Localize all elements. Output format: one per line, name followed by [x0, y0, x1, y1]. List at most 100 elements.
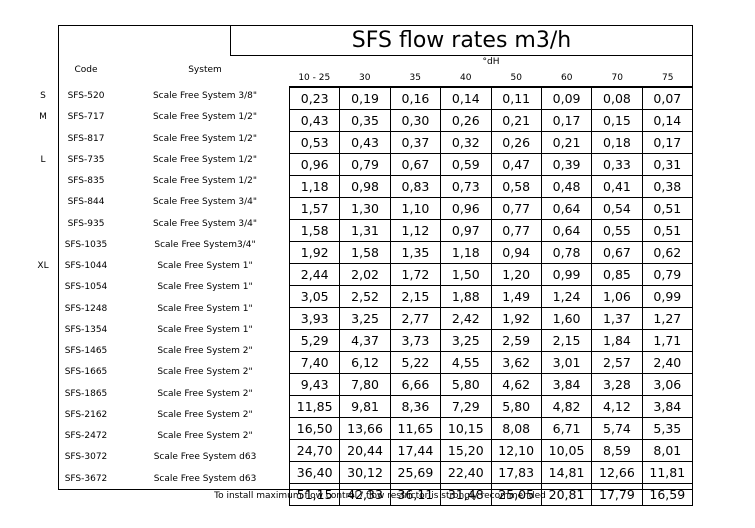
flow-rate-cell: 13,66 — [339, 417, 391, 440]
flow-rate-cell: 7,40 — [288, 351, 341, 374]
flow-rate-cell: 51,15 — [288, 483, 341, 506]
system-name: Scale Free System 2" — [157, 367, 253, 378]
flow-rate-cell: 1,50 — [440, 263, 492, 286]
flow-rate-cell: 0,37 — [389, 131, 442, 154]
flow-rate-cell: 8,08 — [490, 417, 542, 440]
flow-rate-cell: 1,92 — [288, 241, 341, 264]
system-name: Scale Free System d63 — [153, 452, 257, 463]
flow-rate-cell: 8,36 — [389, 395, 442, 418]
page-title: SFS flow rates m3/h — [230, 26, 692, 56]
flow-rate-cell: 2,42 — [440, 307, 492, 330]
product-code: SFS-1044 — [64, 261, 108, 272]
flow-rate-cell: 25,05 — [490, 483, 542, 506]
flow-rate-cell: 0,32 — [440, 131, 492, 154]
table-row: 1,57 1,30 1,10 0,96 0,77 0,64 0,54 0,51 — [288, 197, 694, 220]
table-row: 11,85 9,81 8,36 7,29 5,80 4,82 4,12 3,84 — [288, 395, 694, 418]
flow-rate-cell: 1,30 — [339, 197, 391, 220]
flow-rate-cell: 17,44 — [389, 439, 442, 462]
flow-rate-cell: 2,02 — [339, 263, 391, 286]
system-name: Scale Free System 1/2" — [152, 133, 258, 144]
flow-rate-cell: 5,35 — [641, 417, 694, 440]
flow-rate-cell: 20,44 — [339, 439, 391, 462]
flow-rate-cell: 1,12 — [389, 219, 442, 242]
flow-rate-cell: 0,73 — [440, 175, 492, 198]
system-name: Scale Free System 2" — [157, 388, 253, 399]
flow-rate-cell: 0,30 — [389, 109, 442, 132]
column-header: 75 — [662, 73, 674, 83]
flow-rate-cell: 12,66 — [591, 461, 643, 484]
flow-rate-cell: 0,98 — [339, 175, 391, 198]
column-header: 10 - 25 — [298, 73, 331, 83]
flow-rate-cell: 22,40 — [440, 461, 492, 484]
flow-rate-cell: 15,20 — [440, 439, 492, 462]
system-name: Scale Free System 1" — [157, 282, 253, 293]
flow-rate-cell: 0,07 — [641, 86, 694, 110]
flow-rate-cell: 8,01 — [641, 439, 694, 462]
table-row: 7,40 6,12 5,22 4,55 3,62 3,01 2,57 2,40 — [288, 351, 694, 374]
code-header: Code — [74, 65, 98, 75]
product-code: SFS-835 — [67, 176, 105, 187]
flow-rate-cell: 16,59 — [641, 483, 694, 506]
system-name: Scale Free System 2" — [157, 409, 253, 420]
flow-rate-cell: 0,21 — [490, 109, 542, 132]
size-label: S — [40, 91, 46, 101]
product-code: SFS-735 — [67, 154, 105, 165]
flow-rate-cell: 0,41 — [591, 175, 643, 198]
table-row: 1,58 1,31 1,12 0,97 0,77 0,64 0,55 0,51 — [288, 219, 694, 242]
system-name: Scale Free System d63 — [153, 473, 257, 484]
flow-rate-cell: 2,57 — [591, 351, 643, 374]
table-row: 0,23 0,19 0,16 0,14 0,11 0,09 0,08 0,07 — [288, 86, 694, 110]
flow-rate-cell: 0,33 — [591, 153, 643, 176]
flow-rate-cell: 0,26 — [440, 109, 492, 132]
flow-rate-cell: 0,08 — [591, 86, 643, 110]
size-label: XL — [37, 261, 49, 272]
flow-rate-table: 0,23 0,19 0,16 0,14 0,11 0,09 0,08 0,07 0,43 0,35… — [288, 86, 694, 506]
product-code: SFS-1354 — [64, 324, 108, 335]
flow-rate-cell: 1,58 — [288, 219, 341, 242]
flow-rate-cell: 0,99 — [540, 263, 593, 286]
flow-rate-cell: 9,81 — [339, 395, 391, 418]
flow-rate-cell: 30,12 — [339, 461, 391, 484]
flow-rate-cell: 3,28 — [591, 373, 643, 396]
flow-rate-cell: 0,59 — [440, 153, 492, 176]
flow-rate-cell: 1,18 — [288, 175, 341, 198]
flow-rate-cell: 0,83 — [389, 175, 442, 198]
flow-rate-cell: 0,51 — [641, 197, 694, 220]
flow-rate-cell: 0,15 — [591, 109, 643, 132]
size-label: M — [39, 112, 47, 123]
flow-rate-cell: 8,59 — [591, 439, 643, 462]
column-header: 30 — [359, 73, 371, 83]
product-code: SFS-3072 — [64, 452, 108, 463]
flow-rate-cell: 0,54 — [591, 197, 643, 220]
flow-rate-cell: 4,12 — [591, 395, 643, 418]
flow-rate-cell: 1,92 — [490, 307, 542, 330]
flow-rate-cell: 0,62 — [641, 241, 694, 264]
flow-rate-cell: 1,24 — [540, 285, 593, 308]
flow-rate-cell: 0,58 — [490, 175, 542, 198]
flow-rate-cell: 3,93 — [288, 307, 341, 330]
flow-rate-cell: 2,77 — [389, 307, 442, 330]
flow-rate-cell: 17,79 — [591, 483, 643, 506]
flow-rate-cell: 1,84 — [591, 329, 643, 352]
system-name: Scale Free System 3/4" — [152, 197, 258, 208]
table-row: 3,05 2,52 2,15 1,88 1,49 1,24 1,06 0,99 — [288, 285, 694, 308]
system-name: Scale Free System 1/2" — [152, 112, 258, 123]
flow-rate-cell: 7,80 — [339, 373, 391, 396]
flow-rate-cell: 0,78 — [540, 241, 593, 264]
flow-rate-cell: 5,80 — [440, 373, 492, 396]
flow-rate-cell: 1,60 — [540, 307, 593, 330]
flow-rate-cell: 2,15 — [540, 329, 593, 352]
flow-rate-cell: 4,37 — [339, 329, 391, 352]
flow-rate-cell: 0,43 — [339, 131, 391, 154]
flow-rate-cell: 0,11 — [490, 86, 542, 110]
footnote: To install maximum flow control / flow r… — [214, 491, 546, 501]
flow-rate-cell: 0,18 — [591, 131, 643, 154]
flow-rate-cell: 9,43 — [288, 373, 341, 396]
flow-rate-cell: 1,71 — [641, 329, 694, 352]
flow-rate-cell: 0,14 — [641, 109, 694, 132]
table-row: 24,70 20,44 17,44 15,20 12,10 10,05 8,59 8,01 — [288, 439, 694, 462]
column-header: 70 — [611, 73, 623, 83]
flow-rate-cell: 0,48 — [540, 175, 593, 198]
flow-rate-cell: 0,99 — [641, 285, 694, 308]
system-name: Scale Free System 1/2" — [152, 154, 258, 165]
